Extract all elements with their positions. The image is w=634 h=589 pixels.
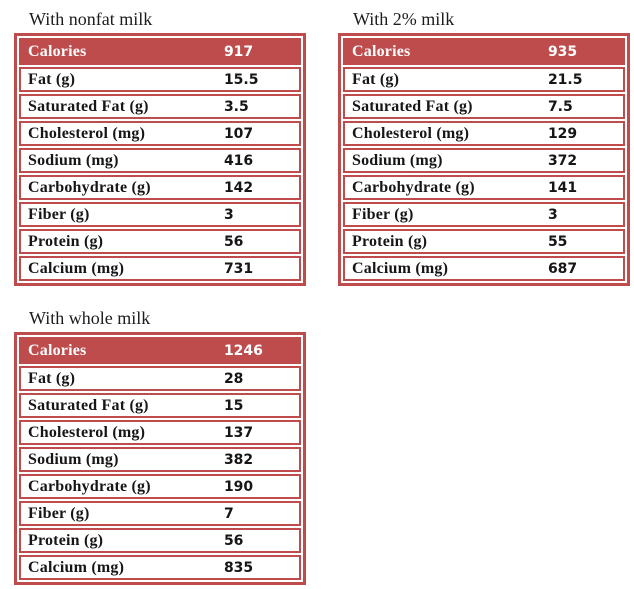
nutrient-value: 190: [223, 478, 254, 495]
table-row: Saturated Fat (g) 15: [19, 393, 301, 418]
table-row: Cholesterol (mg) 107: [19, 121, 301, 146]
table-row: Sodium (mg) 416: [19, 148, 301, 173]
nutrient-value: 935: [547, 43, 578, 60]
nutrient-label: Fat (g): [352, 70, 400, 88]
table-row: Fiber (g) 7: [19, 501, 301, 526]
nutrient-value: 372: [547, 152, 578, 169]
nutrient-value: 141: [547, 179, 578, 196]
nutrient-label: Carbohydrate (g): [352, 178, 475, 196]
nutrient-value: 55: [547, 233, 568, 250]
nutrient-value: 15: [223, 397, 244, 414]
table-row: Carbohydrate (g) 141: [343, 175, 625, 200]
nutrient-value: 56: [223, 233, 244, 250]
table-row: Calcium (mg) 687: [343, 256, 625, 281]
nutrient-label: Cholesterol (mg): [28, 124, 146, 142]
table-title: With 2% milk: [353, 9, 455, 29]
nutrient-label: Protein (g): [28, 531, 104, 549]
nutrient-label: Fat (g): [28, 70, 76, 88]
nutrient-value: 107: [223, 125, 254, 142]
nutrient-label: Protein (g): [28, 232, 104, 250]
nutrition-table-whole-milk: With whole milk Calories 1246 Fat (g) 28 Satu…: [14, 307, 306, 585]
table-row: Fat (g) 15.5: [19, 67, 301, 92]
nutrient-label: Cholesterol (mg): [28, 423, 146, 441]
nutrient-label: Fiber (g): [28, 205, 90, 223]
table-row: Protein (g) 56: [19, 528, 301, 553]
table-title: With whole milk: [29, 308, 151, 328]
nutrient-label: Sodium (mg): [352, 151, 443, 169]
table-row: Cholesterol (mg) 137: [19, 420, 301, 445]
nutrient-value: 28: [223, 370, 244, 387]
nutrient-label: Calcium (mg): [28, 558, 125, 576]
nutrient-value: 137: [223, 424, 254, 441]
nutrient-label: Saturated Fat (g): [352, 97, 473, 115]
nutrient-label: Calories: [28, 341, 87, 359]
nutrient-value: 7: [223, 505, 234, 522]
table-row: Sodium (mg) 382: [19, 447, 301, 472]
nutrient-value: 3.5: [223, 98, 249, 115]
nutrient-value: 416: [223, 152, 254, 169]
nutrient-value: 129: [547, 125, 578, 142]
nutrient-label: Calories: [352, 42, 411, 60]
nutrient-label: Fat (g): [28, 369, 76, 387]
nutrient-label: Calories: [28, 42, 87, 60]
table-row: Calcium (mg) 731: [19, 256, 301, 281]
nutrient-label: Calcium (mg): [352, 259, 449, 277]
table-row: Protein (g) 56: [19, 229, 301, 254]
nutrition-table: Calories 917 Fat (g) 15.5 Saturated Fat (g) 3…: [14, 33, 306, 286]
nutrition-table: Calories 935 Fat (g) 21.5 Saturated Fat (g) 7…: [338, 33, 630, 286]
nutrient-value: 917: [223, 43, 254, 60]
nutrient-value: 835: [223, 559, 254, 576]
table-header-row: Calories 1246: [19, 337, 301, 364]
nutrient-label: Fiber (g): [352, 205, 414, 223]
table-row: Carbohydrate (g) 142: [19, 175, 301, 200]
nutrient-value: 3: [223, 206, 234, 223]
nutrient-value: 56: [223, 532, 244, 549]
nutrition-table: Calories 1246 Fat (g) 28 Saturated Fat (g) 15…: [14, 332, 306, 585]
table-row: Calcium (mg) 835: [19, 555, 301, 580]
nutrient-value: 21.5: [547, 71, 583, 88]
nutrient-label: Carbohydrate (g): [28, 477, 151, 495]
nutrient-value: 15.5: [223, 71, 259, 88]
table-row: Fat (g) 28: [19, 366, 301, 391]
nutrient-value: 3: [547, 206, 558, 223]
nutrient-label: Carbohydrate (g): [28, 178, 151, 196]
table-title: With nonfat milk: [29, 9, 153, 29]
nutrient-label: Calcium (mg): [28, 259, 125, 277]
nutrient-label: Sodium (mg): [28, 151, 119, 169]
nutrient-value: 731: [223, 260, 254, 277]
nutrient-value: 1246: [223, 342, 263, 359]
nutrient-value: 382: [223, 451, 254, 468]
tables-grid: With nonfat milk Calories 917 Fat (g) 15.5 Sa…: [14, 8, 634, 585]
nutrition-table-nonfat-milk: With nonfat milk Calories 917 Fat (g) 15.5 Sa…: [14, 8, 306, 286]
table-row: Protein (g) 55: [343, 229, 625, 254]
table-row: Sodium (mg) 372: [343, 148, 625, 173]
nutrient-value: 142: [223, 179, 254, 196]
table-header-row: Calories 917: [19, 38, 301, 65]
table-row: Fat (g) 21.5: [343, 67, 625, 92]
nutrient-value: 7.5: [547, 98, 573, 115]
nutrient-label: Saturated Fat (g): [28, 396, 149, 414]
nutrient-label: Cholesterol (mg): [352, 124, 470, 142]
nutrient-label: Sodium (mg): [28, 450, 119, 468]
nutrient-label: Fiber (g): [28, 504, 90, 522]
table-row: Saturated Fat (g) 3.5: [19, 94, 301, 119]
table-row: Saturated Fat (g) 7.5: [343, 94, 625, 119]
nutrient-value: 687: [547, 260, 578, 277]
table-row: Fiber (g) 3: [19, 202, 301, 227]
nutrient-label: Protein (g): [352, 232, 428, 250]
nutrient-label: Saturated Fat (g): [28, 97, 149, 115]
table-row: Cholesterol (mg) 129: [343, 121, 625, 146]
table-row: Fiber (g) 3: [343, 202, 625, 227]
table-header-row: Calories 935: [343, 38, 625, 65]
table-row: Carbohydrate (g) 190: [19, 474, 301, 499]
nutrition-table-2-percent-milk: With 2% milk Calories 935 Fat (g) 21.5 Satura…: [338, 8, 630, 286]
